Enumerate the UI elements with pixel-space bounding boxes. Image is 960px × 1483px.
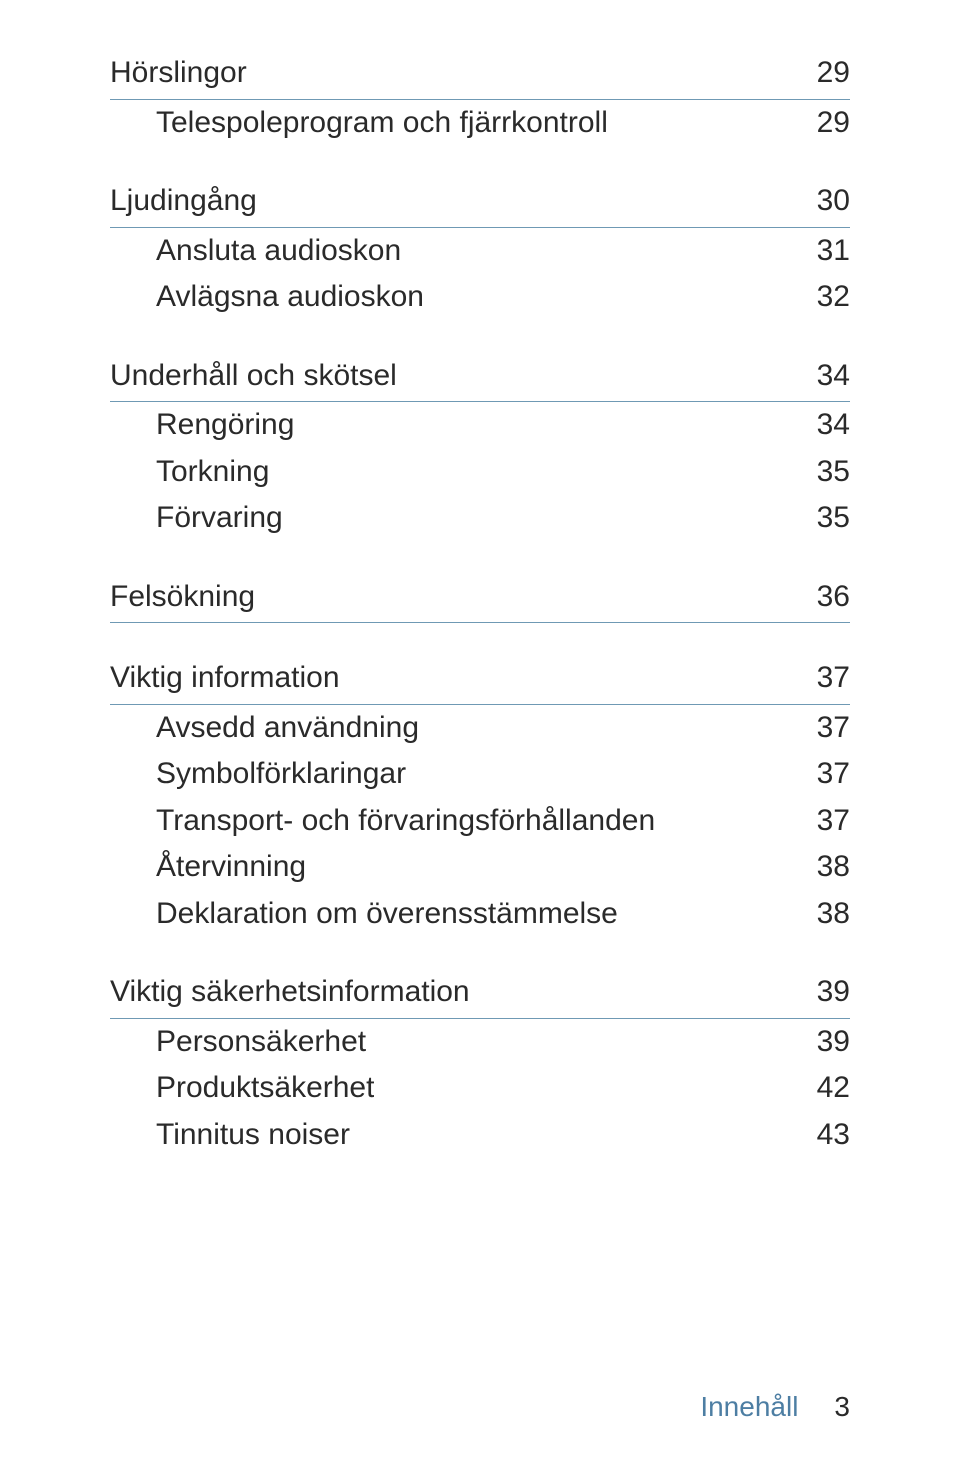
table-of-contents: Hörslingor 29 Telespoleprogram och fjärr… [110, 50, 850, 1351]
toc-section-title: Viktig information [110, 655, 340, 702]
toc-item-page: 32 [793, 274, 850, 321]
toc-item-row: Symbolförklaringar 37 [110, 751, 850, 798]
toc-item-page: 34 [793, 402, 850, 449]
footer-page-number: 3 [834, 1391, 850, 1423]
toc-item-title: Personsäkerhet [156, 1019, 366, 1066]
toc-section-page: 36 [793, 574, 850, 621]
toc-item-title: Produktsäkerhet [156, 1065, 374, 1112]
toc-section-page: 34 [793, 353, 850, 400]
toc-item-title: Telespoleprogram och fjärrkontroll [156, 100, 608, 147]
toc-item-title: Transport- och förvaringsförhållanden [156, 798, 655, 845]
toc-item-title: Avlägsna audioskon [156, 274, 424, 321]
toc-item-title: Återvinning [156, 844, 306, 891]
toc-item-page: 38 [793, 844, 850, 891]
toc-section-title: Ljudingång [110, 178, 257, 225]
toc-item-row: Avlägsna audioskon 32 [110, 274, 850, 321]
toc-item-row: Avsedd användning 37 [110, 705, 850, 752]
group-gap [110, 937, 850, 969]
toc-item-page: 35 [793, 449, 850, 496]
toc-item-row: Deklaration om överensstämmelse 38 [110, 891, 850, 938]
toc-item-title: Förvaring [156, 495, 283, 542]
toc-section-row: Viktig information 37 [110, 655, 850, 705]
toc-item-page: 38 [793, 891, 850, 938]
toc-section-row: Ljudingång 30 [110, 178, 850, 228]
toc-item-row: Tinnitus noiser 43 [110, 1112, 850, 1159]
toc-item-title: Ansluta audioskon [156, 228, 401, 275]
toc-item-page: 42 [793, 1065, 850, 1112]
toc-item-row: Transport- och förvaringsförhållanden 37 [110, 798, 850, 845]
toc-section-page: 37 [793, 655, 850, 702]
toc-item-row: Torkning 35 [110, 449, 850, 496]
toc-item-row: Rengöring 34 [110, 402, 850, 449]
toc-section-page: 39 [793, 969, 850, 1016]
toc-item-row: Produktsäkerhet 42 [110, 1065, 850, 1112]
group-gap [110, 146, 850, 178]
toc-section-row: Viktig säkerhetsinformation 39 [110, 969, 850, 1019]
page-footer: Innehåll 3 [110, 1351, 850, 1423]
toc-section-title: Felsökning [110, 574, 255, 621]
page: Hörslingor 29 Telespoleprogram och fjärr… [0, 0, 960, 1483]
group-gap [110, 321, 850, 353]
toc-section-row: Underhåll och skötsel 34 [110, 353, 850, 403]
toc-section-title: Underhåll och skötsel [110, 353, 397, 400]
toc-item-row: Förvaring 35 [110, 495, 850, 542]
toc-item-row: Återvinning 38 [110, 844, 850, 891]
toc-item-page: 35 [793, 495, 850, 542]
toc-item-title: Avsedd användning [156, 705, 419, 752]
toc-item-title: Symbolförklaringar [156, 751, 406, 798]
group-gap [110, 542, 850, 574]
toc-item-page: 43 [793, 1112, 850, 1159]
toc-item-page: 37 [793, 705, 850, 752]
toc-section-row: Hörslingor 29 [110, 50, 850, 100]
toc-section-row: Felsökning 36 [110, 574, 850, 624]
toc-section-title: Viktig säkerhetsinformation [110, 969, 470, 1016]
toc-item-title: Tinnitus noiser [156, 1112, 350, 1159]
toc-section-title: Hörslingor [110, 50, 247, 97]
toc-item-page: 31 [793, 228, 850, 275]
toc-item-title: Rengöring [156, 402, 294, 449]
footer-section-label: Innehåll [700, 1391, 834, 1423]
toc-item-page: 39 [793, 1019, 850, 1066]
toc-section-page: 29 [793, 50, 850, 97]
group-gap [110, 623, 850, 655]
toc-item-page: 37 [793, 751, 850, 798]
toc-item-title: Torkning [156, 449, 269, 496]
toc-item-page: 29 [793, 100, 850, 147]
toc-item-title: Deklaration om överensstämmelse [156, 891, 618, 938]
toc-section-page: 30 [793, 178, 850, 225]
toc-item-row: Personsäkerhet 39 [110, 1019, 850, 1066]
toc-item-row: Telespoleprogram och fjärrkontroll 29 [110, 100, 850, 147]
toc-item-page: 37 [793, 798, 850, 845]
toc-item-row: Ansluta audioskon 31 [110, 228, 850, 275]
